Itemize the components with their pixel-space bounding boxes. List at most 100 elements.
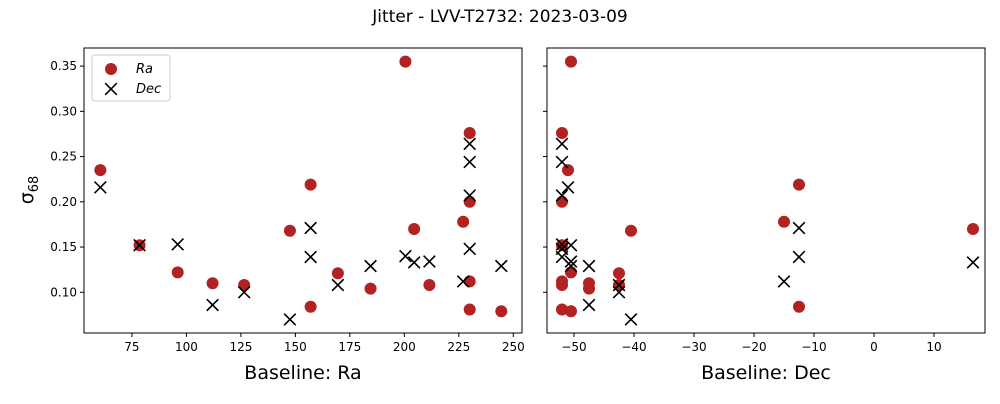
dec-point: [463, 155, 477, 169]
y-tick-label: 0.30: [50, 104, 77, 118]
y-tick-label: 0.35: [50, 59, 77, 73]
x-tick-label: 75: [124, 340, 139, 354]
ra-point: [238, 279, 251, 292]
dec-point: [283, 313, 297, 326]
y-axis-label-subscript: 68: [27, 176, 42, 193]
dec-point: [133, 238, 146, 252]
ra-point: [304, 300, 317, 313]
dec-point: [561, 180, 575, 194]
x-tick-label: −30: [681, 340, 706, 354]
y-axis-label: σ68: [16, 176, 42, 205]
x-tick-label: 225: [447, 340, 470, 354]
dec-point: [792, 250, 806, 264]
ra-point: [562, 164, 574, 177]
x-tick-label: 10: [926, 340, 941, 354]
x-tick-label: 175: [338, 340, 361, 354]
ra-point: [556, 303, 568, 316]
dec-point: [564, 238, 578, 252]
ra-point: [423, 279, 436, 292]
ra-point: [967, 222, 979, 235]
ra-point: [556, 279, 568, 292]
ra-point: [304, 178, 317, 191]
x-axis-label: Baseline: Ra: [244, 362, 361, 384]
x-tick-label: 125: [229, 340, 252, 354]
legend-marker-ra: [105, 63, 117, 75]
ra-point: [206, 277, 219, 290]
panel-dec: −50 −40 −30 −20 −10 0 10 Baseline: Dec: [543, 47, 986, 384]
ra-point: [463, 127, 476, 140]
figure-title: Jitter - LVV-T2732: 2023-03-09: [371, 7, 627, 27]
dec-point: [304, 250, 317, 264]
ra-point: [399, 55, 412, 68]
dec-point: [423, 255, 436, 268]
x-tick-label: −10: [801, 340, 826, 354]
y-tick-label: 0.10: [50, 285, 77, 299]
ra-point: [457, 215, 470, 228]
dec-point: [463, 189, 477, 202]
ra-point: [565, 305, 577, 318]
dec-point: [624, 313, 638, 326]
x-axis-label: Baseline: Dec: [701, 362, 831, 384]
legend-label-dec: Dec: [136, 82, 161, 97]
ra-point: [463, 275, 476, 288]
legend-marker-dec: [104, 82, 118, 96]
legend: Ra Dec: [91, 54, 171, 102]
ra-point: [463, 195, 476, 208]
x-tick-label: −50: [561, 340, 586, 354]
dec-point: [612, 285, 626, 299]
x-tick-label: −20: [741, 340, 766, 354]
dec-point: [304, 221, 317, 235]
x-tick-label: −40: [621, 340, 646, 354]
dec-point: [564, 255, 578, 268]
ra-point: [583, 282, 595, 295]
dec-point: [792, 221, 806, 235]
ra-point: [625, 224, 637, 237]
dec-point: [93, 180, 107, 194]
ra-point: [565, 266, 577, 279]
dec-point: [206, 298, 219, 312]
ra-point: [495, 305, 508, 318]
dec-point: [555, 155, 569, 169]
ra-point: [793, 178, 805, 191]
dec-point: [407, 256, 421, 269]
x-tick-label: 150: [284, 340, 307, 354]
ra-point: [613, 267, 625, 280]
ra-point: [556, 195, 568, 208]
dec-point: [582, 298, 596, 312]
dec-point: [463, 242, 477, 256]
dec-point: [456, 275, 470, 288]
ra-point: [793, 300, 805, 313]
ra-point: [463, 303, 476, 316]
plot-frame: [546, 47, 986, 334]
dec-point: [494, 259, 508, 273]
x-tick-label: 100: [175, 340, 198, 354]
ra-point: [565, 55, 577, 68]
x-tick-label: 200: [393, 340, 416, 354]
dec-point: [777, 275, 791, 288]
plot-frame: [83, 47, 523, 334]
ra-point: [171, 266, 184, 279]
ra-point: [331, 267, 344, 280]
y-tick-label: 0.15: [50, 240, 77, 254]
x-tick-label: 0: [870, 340, 878, 354]
dec-point: [463, 137, 477, 151]
ra-point: [364, 282, 377, 295]
ra-point: [556, 127, 568, 140]
dec-point: [331, 278, 345, 292]
ra-point: [283, 224, 296, 237]
dec-point: [564, 259, 578, 273]
dec-point: [399, 249, 412, 263]
y-axis-label-main: σ: [16, 192, 38, 204]
ra-point: [408, 222, 421, 235]
dec-point: [555, 189, 569, 202]
dec-point: [555, 137, 569, 151]
ra-point: [94, 164, 107, 177]
panel-ra: 75 100 125 150 175 200 225 250 0.10 0.15 0.20 0.25 0…: [50, 47, 525, 384]
y-tick-label: 0.25: [50, 150, 77, 164]
dec-point: [966, 256, 980, 269]
y-tick-label: 0.20: [50, 195, 77, 209]
dec-point: [364, 259, 377, 273]
x-tick-label: 250: [502, 340, 525, 354]
